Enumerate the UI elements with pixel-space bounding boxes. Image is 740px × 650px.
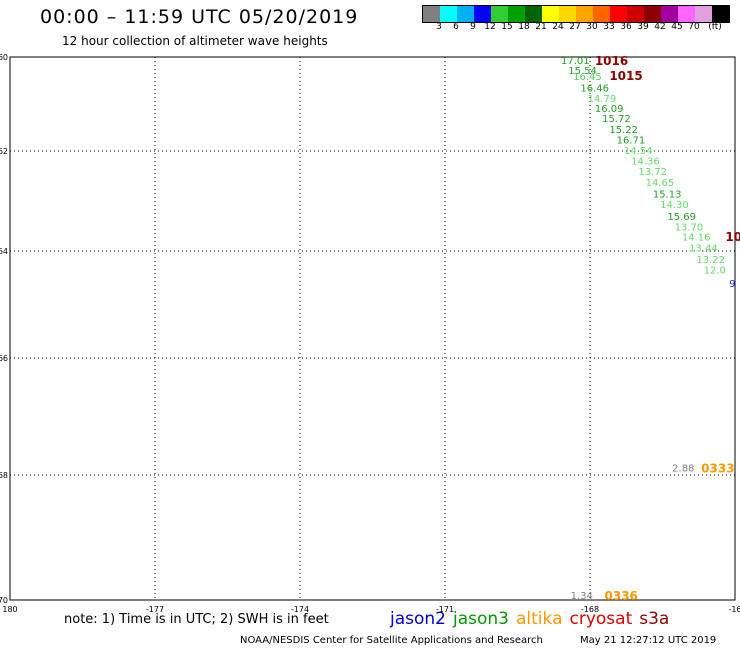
wave-height-value: 14.30 [660,200,689,211]
pass-time-label: 1015 [609,69,642,83]
colorbar-label: 9 [470,22,476,32]
wave-height-value: 13.22 [696,255,725,266]
colorbar-swatch [712,6,729,22]
longitude-label: -16 [728,605,740,614]
colorbar-label: 27 [569,22,581,32]
longitude-label: -168 [581,605,599,614]
colorbar-swatch [559,6,576,22]
wave-height-value: 14.36 [631,157,660,168]
latitude-label: 68 [0,471,8,480]
colorbar-label: 24 [552,22,564,32]
wave-height-value: 15.69 [667,212,696,223]
legend-item-jason3: jason3 [453,609,509,629]
colorbar-swatch [525,6,542,22]
latitude-label: 62 [0,147,8,156]
legend-item-s3a: s3a [639,609,670,629]
colorbar-label: 18 [518,22,530,32]
longitude-label: -177 [146,605,164,614]
colorbar-label: 3 [436,22,442,32]
wave-height-value: 1.34 [571,591,593,602]
map-frame [9,56,736,601]
colorbar-swatch [593,6,610,22]
longitude-label: 180 [2,605,17,614]
wave-height-value: 16.45 [573,72,602,83]
colorbar-swatch [627,6,644,22]
wave-height-value: 9 [729,279,735,290]
colorbar-label: 45 [671,22,683,32]
wave-height-value: 2.88 [672,463,694,474]
wave-height-value: 16.09 [595,104,624,115]
wave-height-value: 15.22 [609,125,638,136]
colorbar-swatch [491,6,508,22]
wave-height-value: 13.72 [638,167,667,178]
wave-height-value: 15.72 [602,114,631,125]
latitude-label: 66 [0,354,8,363]
latitude-label: 64 [0,247,8,256]
units-note: note: 1) Time is in UTC; 2) SWH is in fe… [64,612,329,627]
colorbar-label: 33 [603,22,615,32]
map-subtitle: 12 hour collection of altimeter wave hei… [62,34,328,48]
wave-height-value: 13.70 [675,223,704,234]
colorbar-label: (ft) [708,22,722,32]
colorbar-label: 6 [453,22,459,32]
pass-time-label: 0336 [605,589,638,603]
colorbar-swatch [695,6,712,22]
wave-height-value: 14.16 [682,233,711,244]
wave-height-observations: 17.0115.5416.4516.4614.7916.0915.7215.22… [561,56,736,602]
colorbar-labels: 3 6 9 12 15 18 21 24 27 30 33 36 39 42 45 70 (ft) [422,22,740,34]
colorbar-swatch [542,6,559,22]
colorbar-label: 15 [501,22,513,32]
colorbar-swatch [508,6,525,22]
colorbar-swatch [457,6,474,22]
wave-height-value: 16.71 [617,135,646,146]
wave-height-value: 17.01 [561,56,590,67]
colorbar-swatch [576,6,593,22]
latitude-label: 60 [0,53,8,62]
pass-time-label: 10 [725,230,740,244]
satellite-legend: jason2 jason3 altika cryosat s3a [390,609,676,629]
graticule-grid [9,56,736,601]
pass-time-label: 1016 [595,54,628,68]
colorbar-swatch [644,6,661,22]
colorbar-swatch [661,6,678,22]
colorbar-label: 36 [620,22,632,32]
colorbar-label: 12 [484,22,496,32]
legend-item-jason2: jason2 [390,609,446,629]
credit-line: NOAA/NESDIS Center for Satellite Applica… [240,635,543,646]
legend-item-altika: altika [516,609,563,629]
longitude-label: -171 [436,605,454,614]
colorbar-label: 70 [688,22,700,32]
generated-timestamp: May 21 12:27:12 UTC 2019 [580,635,717,646]
map-title: 00:00 – 11:59 UTC 05/20/2019 [40,6,359,28]
colorbar-swatch [423,6,440,22]
wave-height-value: 14.79 [588,94,617,105]
colorbar-swatch [678,6,695,22]
wave-height-value: 15.54 [568,66,597,77]
pass-time-label: 0333 [701,461,734,475]
wave-height-value: 14.65 [646,178,675,189]
colorbar-swatch [610,6,627,22]
colorbar-swatch [440,6,457,22]
colorbar-label: 21 [535,22,547,32]
wave-height-value: 15.13 [653,190,682,201]
latitude-label: 70 [0,596,8,605]
wave-height-colorbar [422,5,730,23]
colorbar-label: 39 [637,22,649,32]
longitude-label: -174 [291,605,309,614]
colorbar-label: 42 [654,22,666,32]
legend-item-cryosat: cryosat [569,609,633,629]
wave-height-value: 16.46 [580,84,609,95]
wave-height-value: 12.0 [704,266,726,277]
colorbar-label: 30 [586,22,598,32]
colorbar-swatch [474,6,491,22]
wave-height-value: 13.44 [689,244,718,255]
wave-height-value: 14.54 [624,146,653,157]
